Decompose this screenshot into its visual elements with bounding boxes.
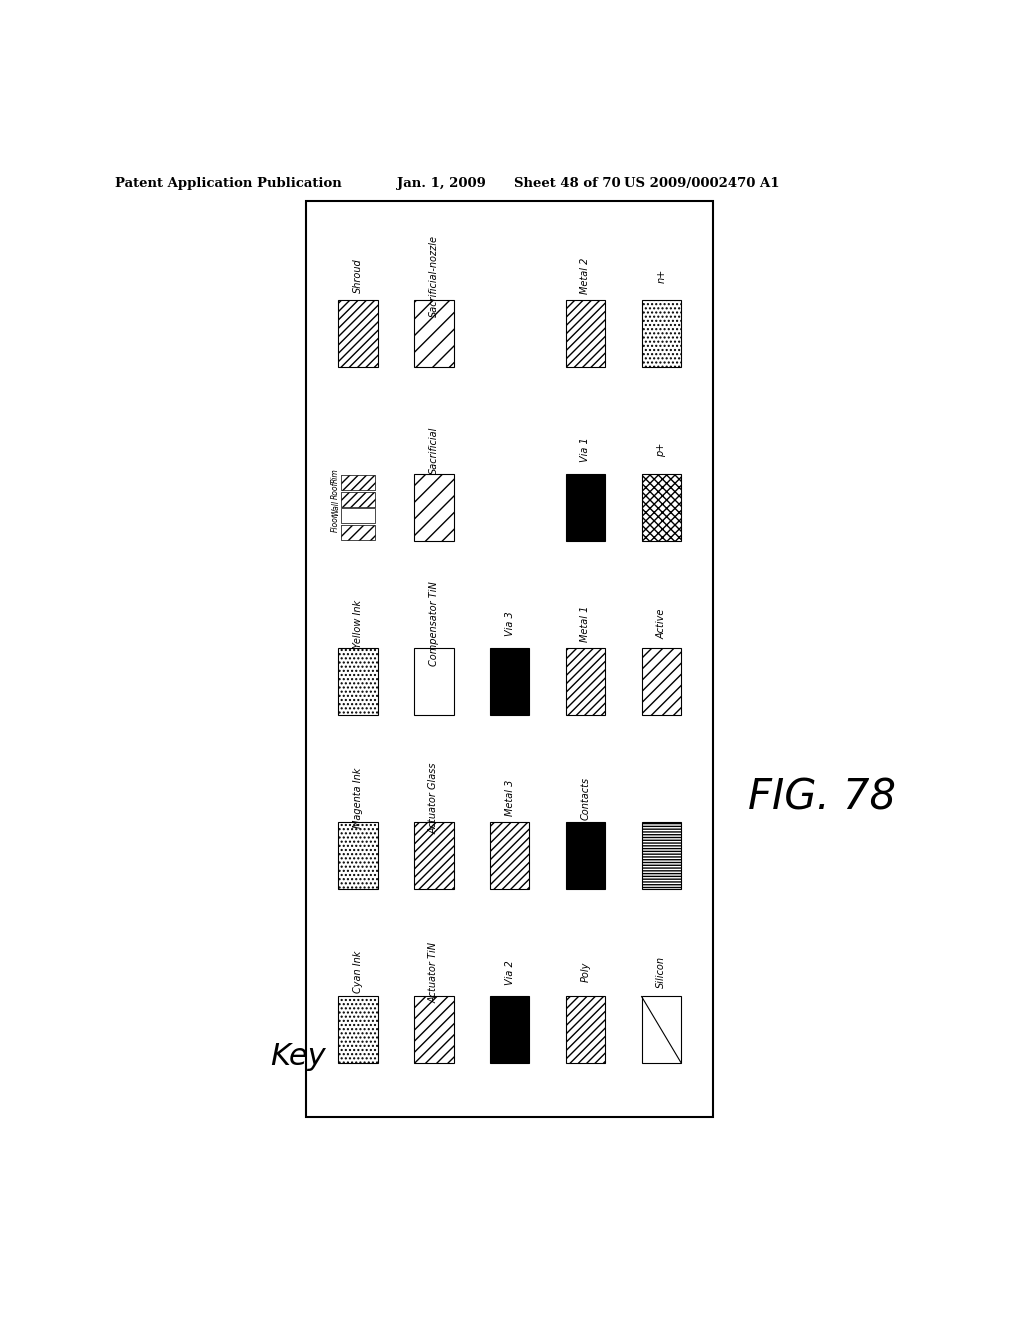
Text: Wall: Wall [331, 500, 340, 516]
Polygon shape [414, 474, 454, 541]
Text: Via 3: Via 3 [505, 611, 515, 636]
Polygon shape [414, 648, 454, 714]
Polygon shape [566, 474, 605, 541]
Polygon shape [642, 474, 681, 541]
Polygon shape [338, 301, 378, 367]
Text: FIG. 78: FIG. 78 [748, 776, 896, 818]
Polygon shape [489, 997, 529, 1063]
Text: US 2009/0002470 A1: US 2009/0002470 A1 [624, 177, 779, 190]
Text: Key: Key [270, 1043, 326, 1072]
Text: Metal 3: Metal 3 [505, 780, 515, 816]
Text: Sacrificial-nozzle: Sacrificial-nozzle [429, 235, 439, 317]
Text: Patent Application Publication: Patent Application Publication [116, 177, 342, 190]
Text: Contacts: Contacts [581, 776, 591, 820]
Text: Poly: Poly [581, 962, 591, 982]
Polygon shape [566, 822, 605, 888]
Polygon shape [414, 822, 454, 888]
Bar [306, 201, 713, 1117]
Text: n+: n+ [656, 269, 667, 284]
Text: Cyan Ink: Cyan Ink [353, 950, 364, 994]
Text: Via 2: Via 2 [505, 960, 515, 985]
Polygon shape [414, 301, 454, 367]
Text: Sheet 48 of 70: Sheet 48 of 70 [514, 177, 621, 190]
Polygon shape [338, 997, 378, 1063]
Polygon shape [341, 508, 376, 523]
Polygon shape [489, 822, 529, 888]
Polygon shape [341, 475, 376, 490]
Text: Magenta Ink: Magenta Ink [353, 768, 364, 829]
Polygon shape [338, 822, 378, 888]
Polygon shape [642, 822, 681, 888]
Polygon shape [341, 491, 376, 507]
Text: Silicon: Silicon [656, 956, 667, 989]
Text: Via 1: Via 1 [581, 438, 591, 462]
Polygon shape [489, 648, 529, 714]
Text: Shroud: Shroud [353, 259, 364, 293]
Polygon shape [642, 997, 681, 1063]
Text: Sacrificial: Sacrificial [429, 426, 439, 474]
Text: Roof: Roof [331, 482, 340, 499]
Text: Metal 2: Metal 2 [581, 257, 591, 294]
Polygon shape [414, 997, 454, 1063]
Polygon shape [642, 648, 681, 714]
Text: Floor: Floor [331, 513, 340, 532]
Polygon shape [341, 524, 376, 540]
Text: Actuator TiN: Actuator TiN [429, 941, 439, 1003]
Text: p+: p+ [656, 444, 667, 457]
Polygon shape [566, 997, 605, 1063]
Text: Metal 1: Metal 1 [581, 606, 591, 643]
Polygon shape [566, 648, 605, 714]
Text: Actuator Glass: Actuator Glass [429, 763, 439, 834]
Text: Active: Active [656, 609, 667, 639]
Text: Rim: Rim [331, 469, 340, 483]
Polygon shape [642, 301, 681, 367]
Text: Yellow Ink: Yellow Ink [353, 601, 364, 648]
Text: Jan. 1, 2009: Jan. 1, 2009 [397, 177, 486, 190]
Polygon shape [566, 301, 605, 367]
Text: Compensator TiN: Compensator TiN [429, 582, 439, 667]
Polygon shape [338, 648, 378, 714]
